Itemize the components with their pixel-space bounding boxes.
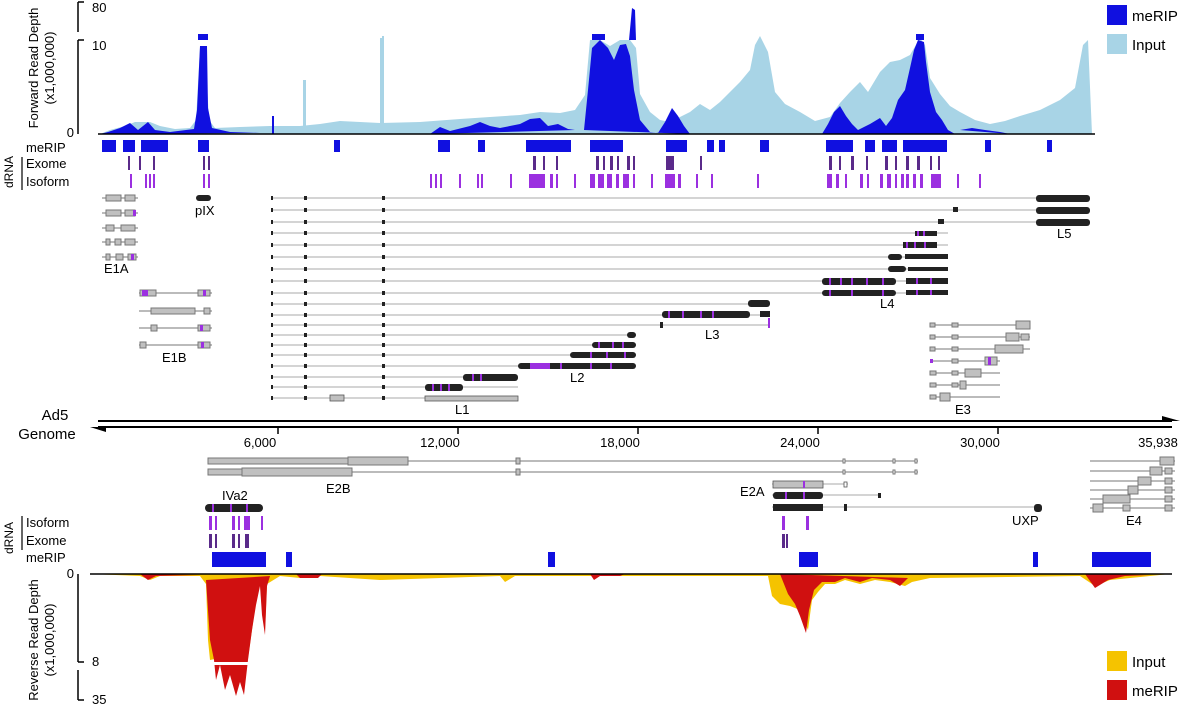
gene-label-e1a: E1A — [104, 261, 129, 276]
forward-isoform-bars — [130, 174, 981, 188]
reverse-axis-unit: (x1,000,000) — [42, 604, 57, 677]
e2a-isoforms — [772, 480, 1042, 512]
legend-label-input-forward: Input — [1132, 37, 1166, 54]
legend-swatch-input-reverse — [1107, 651, 1127, 671]
reverse-isoform-bars — [209, 516, 809, 530]
forward-tick-80: 80 — [92, 0, 106, 15]
genome-tick-30000: 30,000 — [960, 435, 1000, 450]
genome-label-genome: Genome — [18, 426, 76, 443]
reverse-merip-track-label: meRIP — [26, 550, 66, 565]
forward-coverage — [98, 8, 1095, 135]
gene-label-e2b: E2B — [326, 481, 351, 496]
reverse-tick-0: 0 — [67, 566, 74, 581]
gene-label-e3: E3 — [955, 402, 971, 417]
reverse-axis-title: Reverse Read Depth — [26, 579, 41, 700]
e4-isoforms — [1090, 456, 1175, 513]
reverse-tick-8: 8 — [92, 654, 99, 669]
gene-label-e4: E4 — [1126, 513, 1142, 528]
forward-merip-track-label: meRIP — [26, 140, 66, 155]
gene-label-l3: L3 — [705, 327, 719, 342]
gene-label-iva2: IVa2 — [222, 488, 248, 503]
reverse-exome-bars — [209, 534, 788, 548]
genome-axis: Ad5 Genome 6,000 12,000 18,000 24,000 30… — [18, 407, 1180, 450]
genome-tick-18000: 18,000 — [600, 435, 640, 450]
legend-label-input-reverse: Input — [1132, 654, 1166, 671]
genome-label-ad5: Ad5 — [42, 407, 69, 424]
forward-legend: meRIP Input — [1107, 5, 1178, 54]
reverse-tick-35: 35 — [92, 692, 106, 707]
e1a-isoforms — [102, 194, 138, 261]
iva2-transcript — [205, 504, 263, 512]
reverse-legend: Input meRIP — [1107, 651, 1178, 700]
late-transcripts — [271, 195, 1090, 402]
legend-swatch-input-forward — [1107, 34, 1127, 54]
e3-isoforms — [929, 320, 1031, 402]
forward-exome-bars — [128, 156, 940, 170]
reverse-merip-peaks — [212, 552, 1151, 567]
forward-tick-0: 0 — [67, 125, 74, 140]
gene-label-l1: L1 — [455, 402, 469, 417]
gene-label-e2a: E2A — [740, 484, 765, 499]
legend-swatch-merip-forward — [1107, 5, 1127, 25]
reverse-drna-label: dRNA — [2, 522, 16, 554]
genome-tick-35938: 35,938 — [1138, 435, 1178, 450]
legend-label-merip-forward: meRIP — [1132, 8, 1178, 25]
genome-tick-6000: 6,000 — [244, 435, 277, 450]
legend-swatch-merip-reverse — [1107, 680, 1127, 700]
legend-label-merip-reverse: meRIP — [1132, 683, 1178, 700]
genome-tick-24000: 24,000 — [780, 435, 820, 450]
genome-tick-12000: 12,000 — [420, 435, 460, 450]
gene-label-uxp: UXP — [1012, 513, 1039, 528]
reverse-exome-track-label: Exome — [26, 533, 66, 548]
e2b-isoforms — [207, 456, 918, 477]
forward-y-axis: 80 10 0 Forward Read Depth (x1,000,000) — [26, 0, 106, 140]
reverse-y-axis: 0 8 35 Reverse Read Depth (x1,000,000) — [26, 566, 106, 707]
forward-exome-track-label: Exome — [26, 156, 66, 171]
forward-merip-peaks — [102, 140, 1052, 152]
forward-isoform-track-label: Isoform — [26, 174, 69, 189]
pix-transcript — [196, 195, 211, 201]
gene-label-e1b: E1B — [162, 350, 187, 365]
gene-label-pix: pIX — [195, 203, 215, 218]
reverse-track-labels: dRNA Isoform Exome meRIP — [2, 515, 69, 565]
e1b-isoforms — [139, 289, 212, 349]
forward-tick-10: 10 — [92, 38, 106, 53]
gene-label-l2: L2 — [570, 370, 584, 385]
forward-track-labels: dRNA meRIP Exome Isoform — [2, 140, 69, 190]
reverse-coverage — [90, 573, 1172, 696]
reverse-isoform-track-label: Isoform — [26, 515, 69, 530]
gene-label-l4: L4 — [880, 296, 894, 311]
forward-axis-title: Forward Read Depth — [26, 8, 41, 129]
gene-label-l5: L5 — [1057, 226, 1071, 241]
forward-drna-label: dRNA — [2, 156, 16, 188]
forward-axis-unit: (x1,000,000) — [42, 32, 57, 105]
